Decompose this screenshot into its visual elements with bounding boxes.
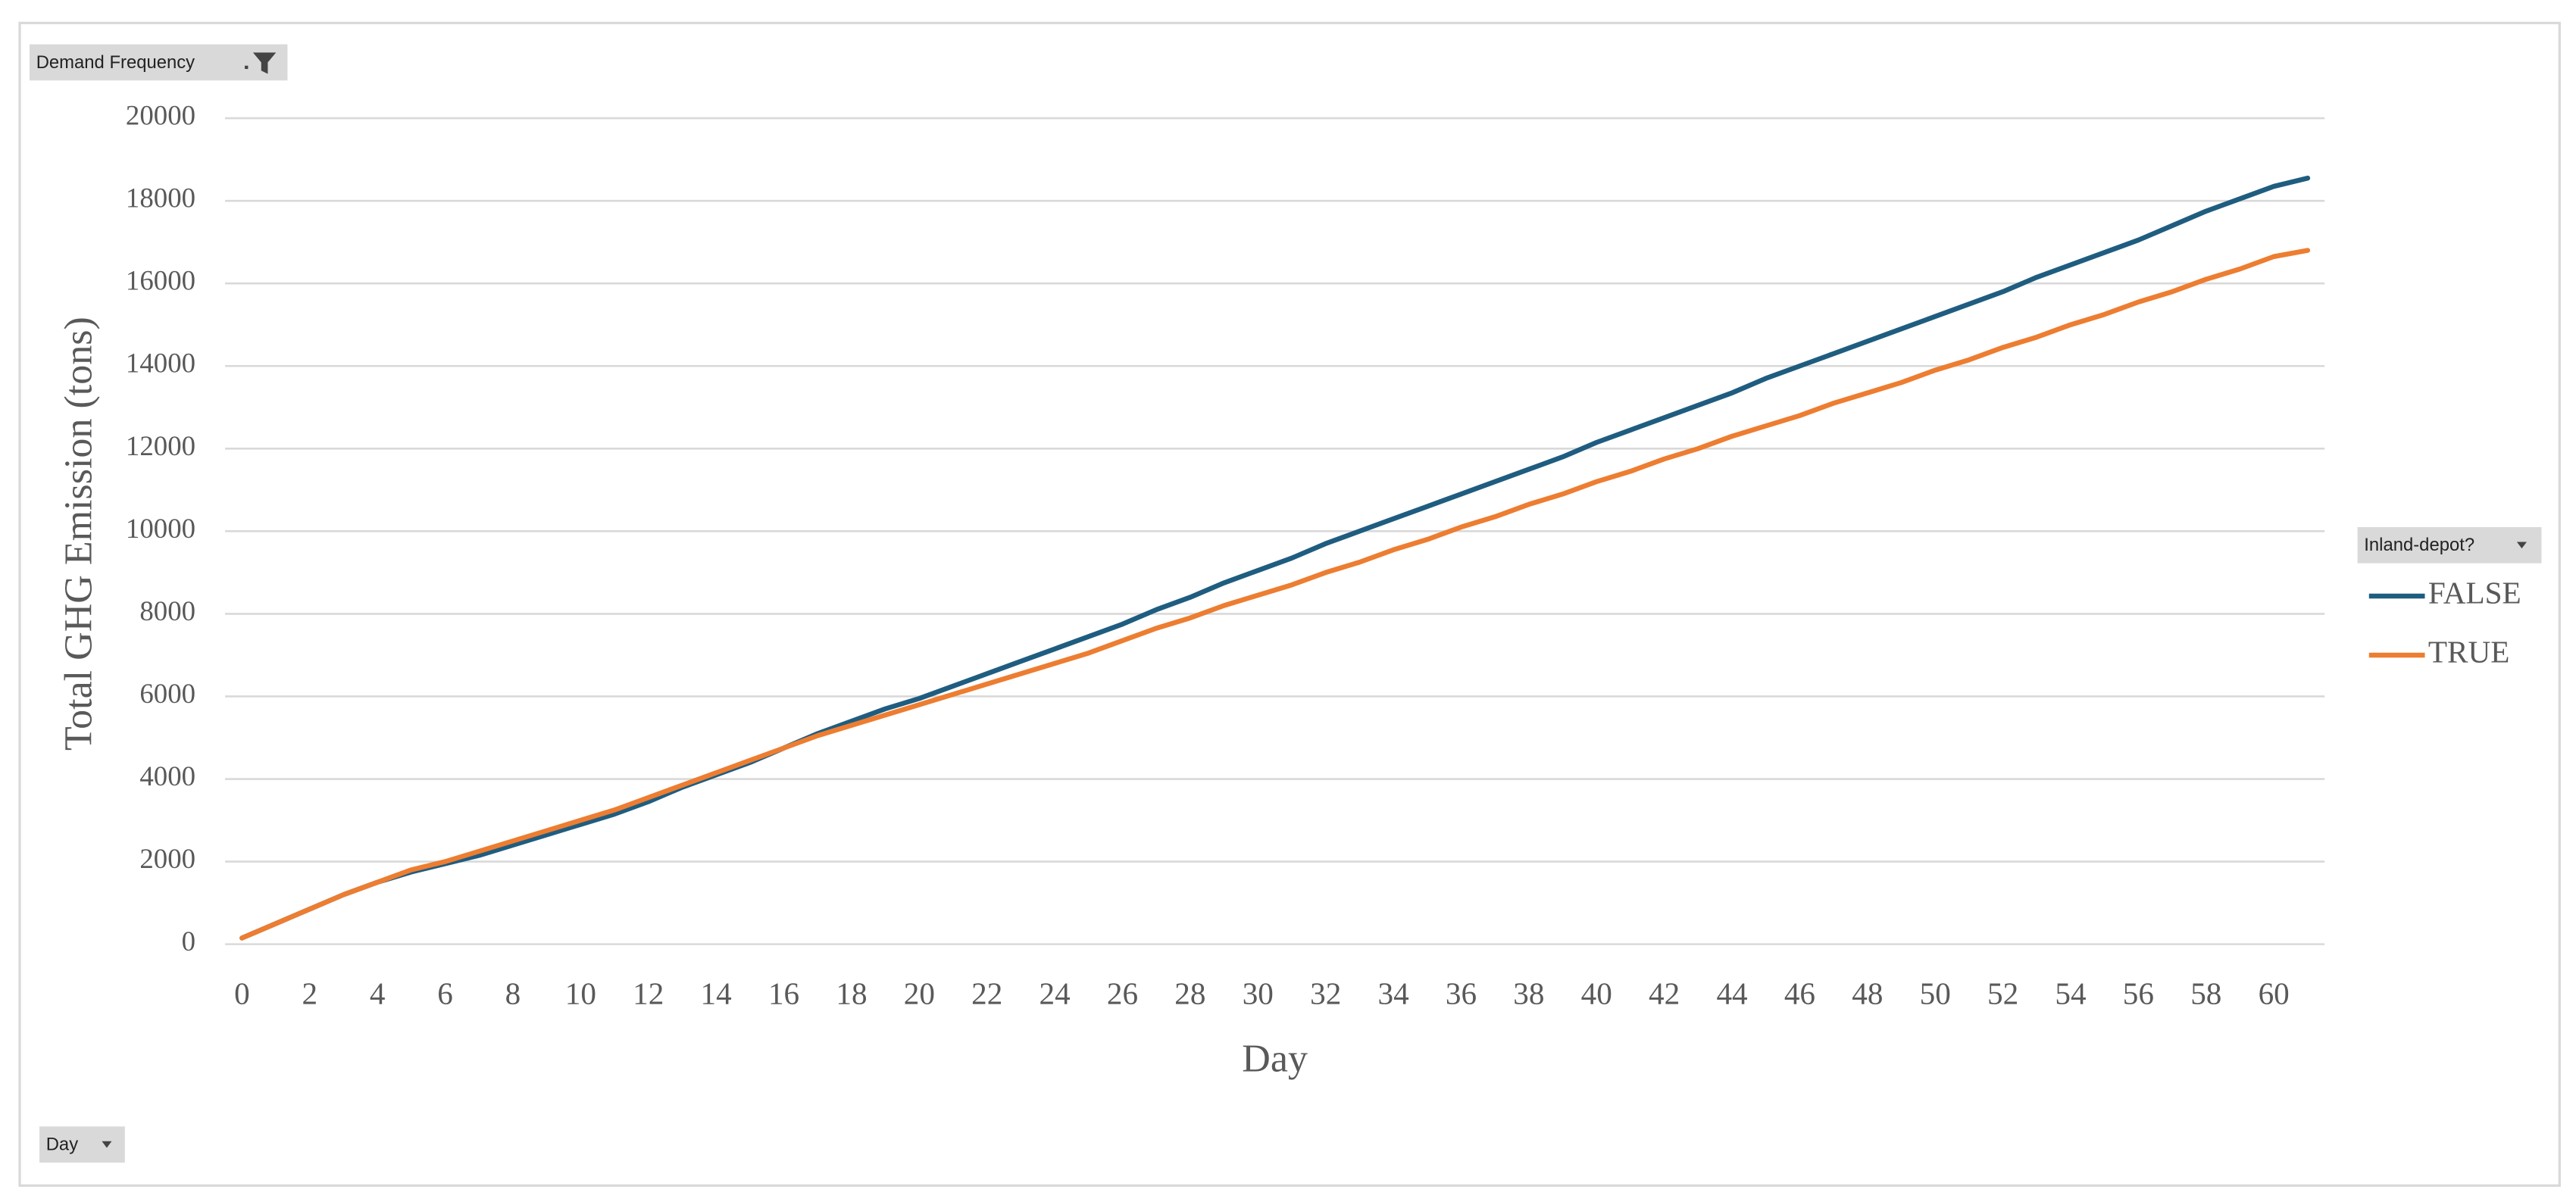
x-tick-label: 12 bbox=[633, 976, 664, 1010]
x-tick-label: 56 bbox=[2123, 976, 2154, 1010]
filter-button-bg bbox=[30, 44, 288, 81]
axis-field-button-bg bbox=[39, 1126, 125, 1163]
x-tick-label: 20 bbox=[904, 976, 935, 1010]
x-tick-label: 58 bbox=[2190, 976, 2221, 1010]
filter-label[interactable]: Demand Frequency bbox=[36, 52, 195, 73]
x-tick-label: 54 bbox=[2055, 976, 2086, 1010]
x-tick-label: 36 bbox=[1446, 976, 1477, 1010]
x-tick-label: 28 bbox=[1174, 976, 1205, 1010]
x-tick-label: 24 bbox=[1039, 976, 1071, 1010]
legend-title[interactable]: Inland-depot? bbox=[2364, 535, 2474, 555]
axis-field-label[interactable]: Day bbox=[46, 1135, 78, 1155]
x-tick-label: 18 bbox=[836, 976, 867, 1010]
dropdown-dot bbox=[245, 65, 249, 70]
y-tick-label: 18000 bbox=[126, 183, 195, 214]
data-line bbox=[239, 248, 2311, 941]
filter-button[interactable]: Demand Frequency bbox=[30, 44, 288, 81]
x-tick-label: 30 bbox=[1243, 976, 1274, 1010]
y-tick-label: 0 bbox=[182, 926, 195, 957]
y-tick-label: 16000 bbox=[126, 265, 195, 296]
data-line bbox=[239, 175, 2311, 941]
y-tick-label: 20000 bbox=[126, 100, 195, 131]
x-tick-label: 44 bbox=[1716, 976, 1747, 1010]
x-tick-label: 22 bbox=[971, 976, 1002, 1010]
y-tick-label: 8000 bbox=[139, 595, 195, 626]
x-axis-title: Day bbox=[1242, 1038, 1308, 1081]
x-tick-label: 42 bbox=[1649, 976, 1680, 1010]
x-tick-label: 40 bbox=[1581, 976, 1612, 1010]
dropdown-arrow bbox=[2516, 542, 2527, 549]
x-tick-label: 2 bbox=[302, 976, 318, 1010]
legend-label: TRUE bbox=[2428, 635, 2510, 670]
legend-button[interactable]: Inland-depot? bbox=[2357, 526, 2542, 564]
x-tick-label: 8 bbox=[505, 976, 521, 1010]
x-tick-label: 50 bbox=[1920, 976, 1951, 1010]
y-tick-label: 12000 bbox=[126, 430, 195, 461]
x-tick-label: 4 bbox=[370, 976, 386, 1010]
y-tick-label: 10000 bbox=[126, 513, 195, 544]
y-tick-label: 6000 bbox=[139, 678, 195, 709]
x-tick-label: 52 bbox=[1987, 976, 2018, 1010]
y-tick-label: 4000 bbox=[139, 760, 195, 791]
y-tick-label: 14000 bbox=[126, 348, 195, 379]
x-tick-label: 14 bbox=[701, 976, 732, 1010]
x-tick-label: 48 bbox=[1852, 976, 1883, 1010]
y-tick-label: 2000 bbox=[139, 843, 195, 874]
legend-label: FALSE bbox=[2428, 575, 2521, 610]
dropdown-arrow bbox=[102, 1141, 112, 1148]
y-axis-title: Total GHG Emission (tons) bbox=[57, 317, 100, 751]
x-tick-label: 0 bbox=[234, 976, 250, 1010]
x-tick-label: 16 bbox=[768, 976, 799, 1010]
x-tick-label: 38 bbox=[1513, 976, 1544, 1010]
legend-button-bg bbox=[2357, 526, 2542, 564]
x-tick-label: 46 bbox=[1784, 976, 1815, 1010]
x-tick-label: 32 bbox=[1310, 976, 1341, 1010]
x-tick-label: 34 bbox=[1377, 976, 1408, 1010]
axis-field-button[interactable]: Day bbox=[39, 1126, 125, 1163]
x-tick-label: 60 bbox=[2259, 976, 2290, 1010]
filter-icon bbox=[252, 52, 277, 74]
x-tick-label: 26 bbox=[1107, 976, 1138, 1010]
x-tick-label: 6 bbox=[437, 976, 453, 1010]
x-tick-label: 10 bbox=[565, 976, 596, 1010]
chart-frame bbox=[18, 21, 2561, 1187]
